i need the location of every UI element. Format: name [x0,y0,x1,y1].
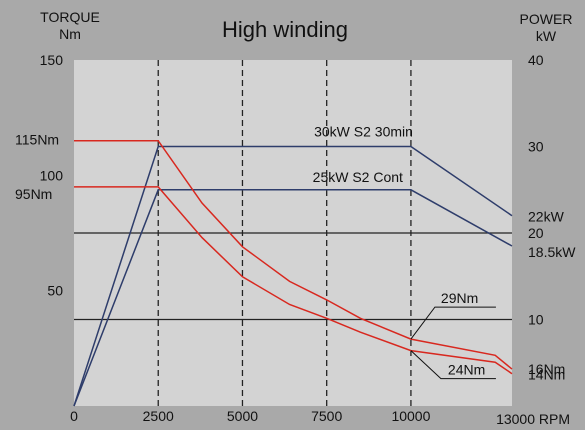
torque-curve-3 [74,186,513,375]
annotation-24nm: 24Nm [448,362,485,378]
x-tick-label: 7500 [311,408,342,424]
x-tick-label: 2500 [143,408,174,424]
torque-curve-2 [74,139,513,370]
right-tick-label: 30 [528,139,544,155]
right-extra-label: 18.5kW [528,244,576,260]
left-tick-label: 50 [47,283,63,299]
x-axis-end-label: 13000 RPM [496,411,570,427]
series-label-25kw: 25kW S2 Cont [313,169,403,185]
x-tick-label: 0 [70,408,78,424]
right-axis-label: POWER [520,11,573,27]
annotation-29nm: 29Nm [441,290,478,306]
left-tick-label: 150 [40,52,64,68]
right-extra-label: 22kW [528,209,565,225]
x-tick-label: 5000 [227,408,258,424]
left-axis-label: TORQUE [40,9,100,25]
right-tick-label: 20 [528,225,544,241]
power-curve-1 [73,189,513,407]
left-tick-label: 100 [40,167,64,183]
leader-24nm [410,350,496,380]
power-curve-0 [73,145,513,407]
chart-title: High winding [222,17,348,42]
left-extra-label: 95Nm [15,186,52,202]
series-label-30kw: 30kW S2 30min [314,124,413,140]
right-tick-label: 40 [528,52,544,68]
right-extra-label: 16Nm [528,361,565,377]
leader-29nm [410,306,496,340]
left-extra-label: 115Nm [15,132,59,148]
x-tick-label: 10000 [391,408,430,424]
right-tick-label: 10 [528,312,544,328]
right-axis-unit: kW [536,28,557,44]
right-extra-label: 14Nm [528,367,565,383]
left-axis-unit: Nm [59,26,81,42]
